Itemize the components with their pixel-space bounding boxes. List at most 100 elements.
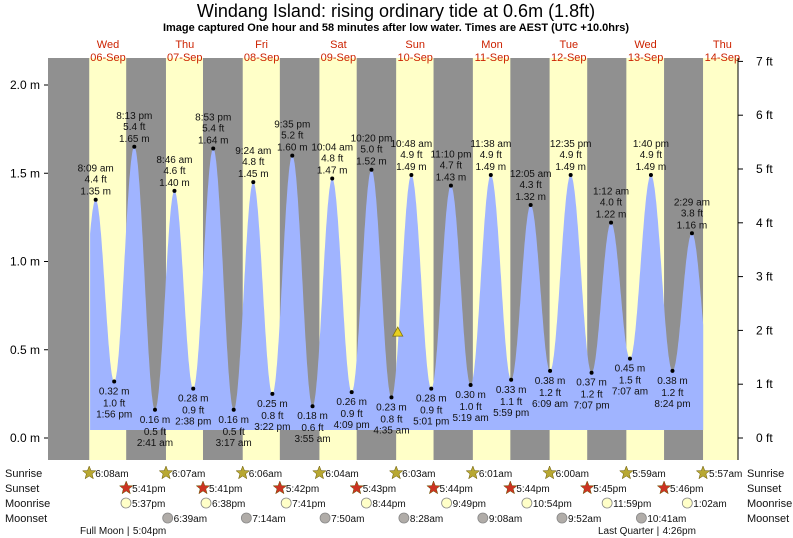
- sunset-star-icon: [579, 480, 595, 495]
- sunrise-star-icon: [542, 465, 557, 480]
- moonrise-row-label: Moonrise: [5, 498, 50, 510]
- sunrise-star-icon: [158, 465, 174, 480]
- sunset-row-label-right: Sunset: [747, 483, 781, 495]
- high-tide-point: [330, 176, 335, 181]
- low-tide-label: 0.5 ft: [223, 427, 245, 438]
- high-tide-point: [369, 167, 374, 172]
- day-date-label: 08-Sep: [244, 52, 279, 64]
- high-tide-point: [689, 231, 694, 236]
- low-tide-label: 0.26 m: [336, 397, 367, 408]
- high-tide-label: 4.7 ft: [440, 161, 462, 172]
- high-tide-label: 4.3 ft: [520, 180, 542, 191]
- high-tide-label: 4.8 ft: [321, 154, 343, 165]
- low-tide-point: [589, 370, 594, 375]
- high-tide-label: 1.49 m: [636, 162, 667, 173]
- sunrise-star-icon: [81, 465, 97, 480]
- low-tide-label: 0.16 m: [218, 415, 249, 426]
- extreme-labels: 8:09 am4.4 ft1.35 m0.32 m1.0 ft1:56 pm8:…: [78, 111, 710, 449]
- high-tide-label: 1.49 m: [555, 162, 586, 173]
- day-name-label: Wed: [634, 39, 656, 51]
- day-name-label: Sun: [405, 39, 425, 51]
- low-tide-point: [627, 356, 632, 361]
- high-tide-point: [251, 180, 256, 185]
- high-tide-label: 2:29 am: [674, 197, 710, 208]
- high-tide-label: 1.60 m: [277, 143, 308, 154]
- high-tide-label: 11:10 pm: [430, 150, 471, 161]
- moonrise-time: 8:44pm: [372, 499, 405, 510]
- day-date-label: 07-Sep: [167, 52, 202, 64]
- high-tide-label: 8:09 am: [78, 164, 114, 175]
- low-tide-label: 0.9 ft: [182, 406, 204, 417]
- high-tide-label: 1:12 am: [593, 187, 629, 198]
- high-tide-label: 10:04 am: [311, 143, 353, 154]
- high-tide-point: [609, 220, 614, 225]
- high-tide-label: 1.43 m: [436, 173, 467, 184]
- low-tide-label: 4:09 pm: [334, 420, 370, 431]
- day-name-label: Mon: [481, 39, 502, 51]
- moonset-icon: [240, 512, 252, 524]
- moon-phase-separator: |: [657, 526, 660, 537]
- day-name-label: Tue: [560, 39, 579, 51]
- low-tide-label: 0.32 m: [99, 387, 130, 398]
- moonset-icon: [398, 512, 410, 524]
- low-tide-label: 7:07 pm: [574, 401, 610, 412]
- moonrise-icon: [601, 497, 613, 509]
- high-tide-point: [448, 183, 453, 188]
- low-tide-label: 1.2 ft: [539, 388, 561, 399]
- sunset-row-label: Sunset: [5, 483, 39, 495]
- day-name-label: Sat: [330, 39, 347, 51]
- high-tide-label: 1.40 m: [159, 178, 190, 189]
- high-tide-label: 4.9 ft: [480, 150, 502, 161]
- moonset-time: 9:52am: [568, 514, 601, 525]
- right-axis-tick-label: 6 ft: [756, 108, 773, 122]
- low-tide-point: [548, 368, 553, 373]
- high-tide-label: 1.64 m: [198, 136, 229, 147]
- astro-table: Sunrise Sunrise 6:08am 6:07am 6:06am 6:04am 6:…: [5, 465, 792, 537]
- high-tide-label: 4.4 ft: [85, 175, 107, 186]
- low-tide-label: 0.37 m: [576, 378, 607, 389]
- moonset-icon: [162, 512, 174, 524]
- high-tide-label: 5.0 ft: [360, 145, 382, 156]
- moonset-time: 9:08am: [489, 514, 522, 525]
- low-tide-label: 0.25 m: [257, 399, 288, 410]
- daylight-band: [703, 58, 738, 460]
- sunset-star-icon: [656, 480, 672, 495]
- high-tide-label: 12:05 am: [510, 169, 552, 180]
- high-tide-point: [488, 173, 493, 178]
- moonset-icon: [477, 512, 489, 524]
- sunrise-time: 6:00am: [556, 469, 589, 480]
- high-tide-label: 11:38 am: [470, 139, 511, 150]
- sunset-time: 5:43pm: [363, 484, 396, 495]
- day-date-label: 09-Sep: [321, 52, 356, 64]
- high-tide-label: 4.9 ft: [640, 150, 662, 161]
- high-tide-label: 4.8 ft: [242, 157, 264, 168]
- low-tide-label: 0.9 ft: [341, 409, 363, 420]
- moonset-time: 10:41am: [647, 514, 686, 525]
- moonset-time: 6:39am: [174, 514, 207, 525]
- low-tide-point: [152, 407, 157, 412]
- right-axis-tick-label: 0 ft: [756, 431, 773, 445]
- day-date-label: 13-Sep: [628, 52, 663, 64]
- day-date-label: 06-Sep: [90, 52, 125, 64]
- low-tide-label: 1.1 ft: [500, 397, 522, 408]
- moonset-icon: [556, 512, 568, 524]
- low-tide-point: [509, 377, 514, 382]
- low-tide-label: 7:07 am: [612, 387, 648, 398]
- high-tide-point: [93, 197, 98, 202]
- high-tide-point: [648, 173, 653, 178]
- moonrise-icon: [521, 497, 533, 509]
- current-tide-marker: [392, 326, 404, 337]
- low-tide-label: 0.38 m: [535, 376, 566, 387]
- high-tide-point: [409, 173, 414, 178]
- high-tide-label: 1.32 m: [515, 192, 546, 203]
- high-tide-label: 1.49 m: [476, 162, 507, 173]
- low-tide-label: 0.33 m: [496, 385, 527, 396]
- high-tide-point: [132, 144, 137, 149]
- moon-phase-time: 5:04pm: [133, 526, 166, 537]
- moon-phase-separator: |: [127, 526, 130, 537]
- low-tide-label: 1.0 ft: [459, 402, 481, 413]
- low-tide-label: 0.28 m: [178, 394, 209, 405]
- sunrise-row-label-right: Sunrise: [747, 468, 784, 480]
- low-tide-label: 0.23 m: [376, 402, 407, 413]
